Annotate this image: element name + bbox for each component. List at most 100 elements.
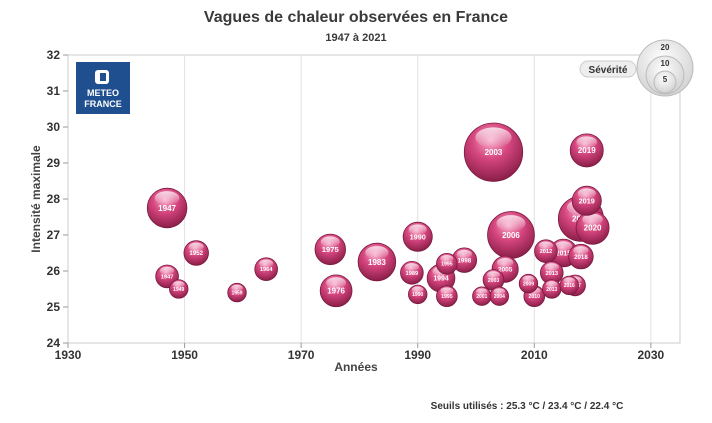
bubble-year-label: 2001 — [476, 294, 487, 300]
bubble-year-label: 1995 — [441, 294, 453, 300]
bubble-highlight — [160, 266, 175, 275]
bubble-point[interactable]: 2019 — [569, 133, 604, 168]
bubble-point[interactable]: 2012 — [534, 239, 558, 263]
bubble-point[interactable]: 2013 — [542, 279, 562, 299]
bubble-highlight — [522, 275, 535, 283]
bubble-highlight — [408, 224, 427, 235]
logo-text-meteo: METEO — [87, 88, 119, 98]
bubble-highlight — [554, 241, 573, 251]
x-tick-label: 1950 — [171, 348, 198, 362]
bubble-year-label: 1990 — [412, 292, 423, 298]
bubble-highlight — [573, 246, 589, 255]
bubble-highlight — [320, 236, 340, 248]
bubble-year-label: 2013 — [545, 271, 558, 277]
bubble-point[interactable]: 2003 — [463, 122, 524, 182]
bubble-highlight — [544, 263, 559, 272]
bubble-point[interactable]: 1949 — [169, 279, 189, 299]
bubble-point[interactable]: 2009 — [518, 273, 539, 294]
bubble-year-label: 2006 — [502, 231, 520, 240]
legend-size-5: 5 — [663, 75, 668, 84]
bubble-highlight — [475, 127, 512, 148]
bubble-year-label: 1990 — [410, 232, 426, 241]
bubble-highlight — [577, 188, 596, 199]
bubble-year-label: 2013 — [546, 287, 557, 293]
bubble-point[interactable]: 2013 — [539, 261, 564, 285]
bubble-year-label: 2010 — [529, 294, 541, 300]
bubble-highlight — [563, 277, 576, 285]
meteo-france-logo: METEO FRANCE — [76, 62, 130, 114]
bubble-layer: 2003 2006 2018 1947 1983 2019 2020 1976 1975 1990… — [146, 122, 610, 308]
bubble-year-label: 1995 — [441, 262, 453, 268]
size-legend: 20 10 5 Sévérité — [579, 39, 694, 97]
legend-label-box — [579, 60, 637, 78]
bubble-point[interactable]: 2019 — [571, 185, 602, 216]
bubble-point[interactable]: 1995 — [436, 252, 458, 275]
bubble-year-label: 1959 — [231, 290, 242, 296]
bubble-highlight — [487, 271, 500, 279]
bubble-highlight — [188, 242, 204, 252]
bubble-year-label: 2019 — [578, 146, 596, 155]
bubble-highlight — [538, 241, 554, 250]
bubble-year-label: 1949 — [173, 287, 184, 293]
bubble-highlight — [496, 215, 526, 232]
bubble-year-label: 1964 — [260, 267, 273, 273]
bubble-highlight — [231, 284, 243, 292]
bubble-year-label: 2019 — [579, 196, 595, 205]
bubble-point[interactable]: 2006 — [487, 211, 535, 259]
bubble-highlight — [440, 254, 454, 263]
bubble-highlight — [456, 249, 472, 259]
bubble-point[interactable]: 1976 — [319, 274, 353, 308]
logo-text-france: FRANCE — [84, 99, 122, 109]
x-tick-label: 2010 — [521, 348, 548, 362]
bubble-point[interactable]: 1990 — [402, 221, 433, 252]
y-tick-label: 29 — [47, 156, 61, 170]
bubble-year-label: 1998 — [458, 257, 472, 264]
bubble-point[interactable]: 1952 — [183, 240, 209, 266]
bubble-highlight — [259, 259, 274, 268]
bubble-highlight — [493, 288, 506, 295]
bubble-point[interactable]: 2016 — [559, 275, 579, 296]
bubble-point[interactable]: 1947 — [146, 187, 188, 229]
legend-label: Sévérité — [589, 65, 628, 76]
y-axis-title: Intensité maximale — [29, 145, 43, 253]
y-tick-label: 30 — [47, 120, 61, 134]
bubble-year-label: 2005 — [498, 266, 513, 273]
bubble-point[interactable]: 1983 — [357, 242, 397, 282]
bubble-highlight — [404, 263, 419, 272]
x-tick-label: 1930 — [55, 348, 82, 362]
bubble-year-label: 2004 — [494, 294, 505, 300]
bubble-point[interactable]: 2003 — [482, 269, 505, 291]
bubble-year-label: 2018 — [574, 254, 588, 261]
bubble-point[interactable]: 1990 — [408, 284, 428, 305]
threshold-footnote: Seuils utilisés : 25.3 °C / 23.4 °C / 22… — [431, 401, 624, 412]
bubble-year-label: 1989 — [406, 271, 419, 277]
y-tick-label: 31 — [47, 84, 61, 98]
bubble-year-label: 1947 — [158, 204, 176, 213]
bubble-year-label: 2009 — [523, 281, 534, 287]
bubble-highlight — [582, 213, 603, 226]
bubble-year-label: 1983 — [368, 258, 386, 267]
legend-size-20: 20 — [661, 43, 670, 52]
bubble-point[interactable]: 1998 — [451, 247, 478, 273]
y-tick-label: 26 — [47, 264, 61, 278]
bubble-point[interactable]: 2020 — [575, 210, 610, 245]
bubble-point[interactable]: 2018 — [568, 243, 594, 270]
bubble-year-label: 2016 — [564, 283, 575, 289]
bubble-point[interactable]: 1995 — [436, 285, 458, 308]
bubble-point[interactable]: 1975 — [314, 233, 346, 266]
bubble-highlight — [172, 281, 185, 288]
bubble-highlight — [497, 258, 514, 268]
y-tick-label: 32 — [47, 48, 61, 62]
bubble-highlight — [576, 136, 598, 148]
bubble-point[interactable]: 2004 — [489, 286, 509, 306]
bubble-year-label: 1976 — [327, 287, 345, 296]
bubble-point[interactable]: 2001 — [472, 286, 492, 306]
y-tick-label: 27 — [47, 228, 61, 242]
legend-bubble-small — [653, 70, 677, 94]
bubble-year-label: 1994 — [433, 276, 449, 283]
bubble-highlight — [365, 246, 389, 260]
bubble-point[interactable]: 1989 — [400, 261, 424, 285]
bubble-point[interactable]: 1959 — [227, 282, 247, 303]
bubble-point[interactable]: 1964 — [254, 257, 278, 281]
